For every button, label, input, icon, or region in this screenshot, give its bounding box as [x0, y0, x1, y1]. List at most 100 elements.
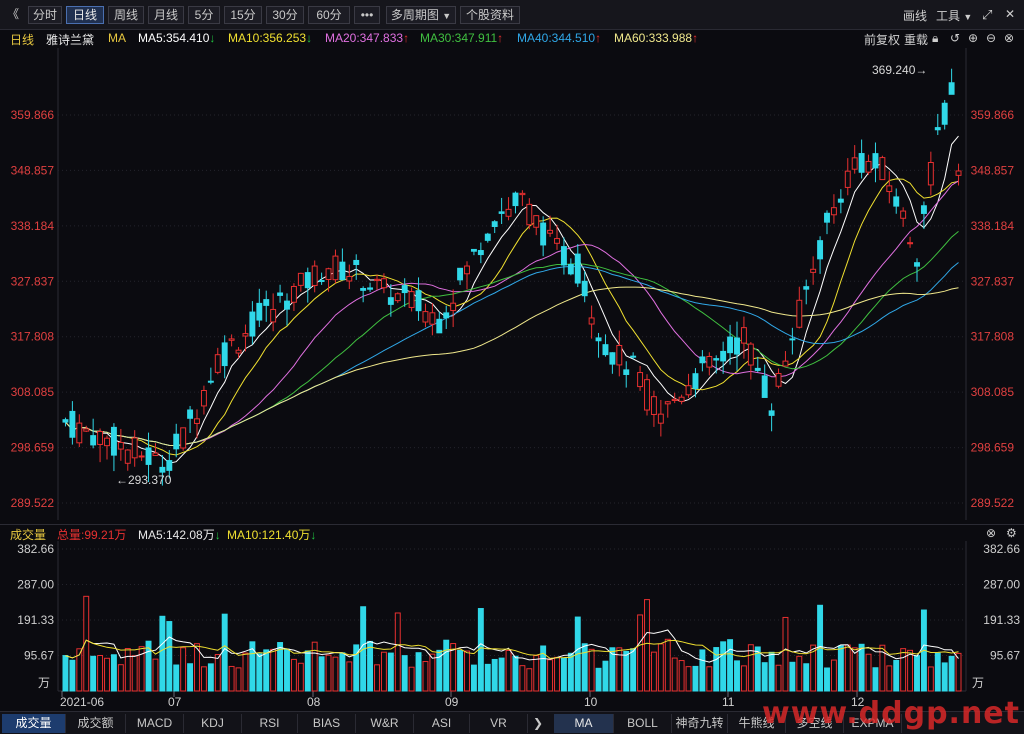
candle: [948, 68, 955, 95]
tab-vr[interactable]: VR: [470, 714, 528, 733]
tab-15min[interactable]: 15分: [224, 6, 262, 24]
candle: [401, 278, 408, 307]
close-icon[interactable]: ⊗: [1004, 31, 1015, 45]
tab-30min[interactable]: 30分: [266, 6, 304, 24]
tab-bull-bear[interactable]: 牛熊线: [728, 714, 786, 733]
tab-monthly[interactable]: 月线: [148, 6, 184, 24]
volume-bar: [685, 666, 692, 692]
candle: [685, 373, 692, 398]
date-tick-label: 2021-06: [60, 695, 104, 709]
tab-intraday[interactable]: 分时: [28, 6, 62, 24]
candlestick-chart[interactable]: 359.866 359.866 348.857 348.857 338.184 338.1…: [0, 0, 1024, 711]
tab-ma[interactable]: MA: [554, 714, 614, 733]
ma10-line: [65, 178, 959, 456]
candle: [214, 347, 221, 375]
candle: [567, 258, 574, 276]
volume-tick-label-left: 382.66: [17, 542, 54, 556]
volume-bar: [401, 655, 408, 692]
stock-info-button[interactable]: 个股资料: [460, 6, 520, 24]
volume-bar: [720, 641, 727, 692]
candle: [540, 216, 547, 257]
candle: [844, 158, 851, 196]
tab-magic-nine[interactable]: 神奇九转: [672, 714, 728, 733]
candle: [740, 316, 747, 359]
tab-weekly[interactable]: 周线: [108, 6, 144, 24]
zoom-in-icon[interactable]: ⊕: [968, 31, 979, 45]
tab-60min[interactable]: 60分: [308, 6, 350, 24]
candle: [200, 385, 207, 415]
tab-daily[interactable]: 日线: [66, 6, 104, 24]
redraw-button[interactable]: 重载: [904, 33, 929, 47]
volume-bar: [893, 659, 900, 692]
tab-turnover[interactable]: 成交额: [66, 714, 126, 733]
volume-bar: [194, 643, 200, 692]
candle: [775, 368, 782, 389]
multi-period-button[interactable]: 多周期图 ▼: [386, 6, 456, 24]
volume-bar: [69, 659, 76, 692]
volume-bar: [263, 649, 270, 692]
candle: [657, 399, 664, 437]
volume-tick-label-left: 287.00: [17, 577, 54, 591]
arrow-up-icon: ↑: [595, 31, 602, 45]
volume-bar: [934, 652, 941, 692]
tab-boll[interactable]: BOLL: [614, 714, 672, 733]
undo-icon[interactable]: ↺: [950, 31, 961, 45]
tools-button[interactable]: 工具 ▼: [936, 7, 972, 24]
tab-bias[interactable]: BIAS: [298, 714, 356, 733]
volume-bar: [872, 667, 879, 692]
tab-5min[interactable]: 5分: [188, 6, 220, 24]
price-tick-label-left: 348.857: [11, 163, 55, 177]
candle: [595, 332, 602, 358]
draw-line-button[interactable]: 画线: [903, 9, 928, 23]
candle: [927, 151, 934, 196]
candle: [194, 409, 200, 439]
volume-bar: [470, 664, 477, 692]
candle: [290, 283, 297, 311]
settings-icon[interactable]: ⚙︎: [1006, 526, 1017, 540]
volume-ma5: MA5:142.08万↓: [138, 526, 221, 543]
tab-long-short[interactable]: 多空线: [786, 714, 844, 733]
tab-macd[interactable]: MACD: [126, 714, 184, 733]
date-tick-label: 07: [168, 695, 182, 709]
candle: [796, 286, 803, 329]
prev-adjust-button[interactable]: 前复权: [864, 33, 901, 47]
candle: [332, 249, 339, 284]
tab-kdj[interactable]: KDJ: [184, 714, 242, 733]
caret-down-icon: ▼: [963, 12, 973, 22]
tab-volume[interactable]: 成交量: [2, 714, 66, 733]
candle: [97, 428, 104, 463]
expand-icon[interactable]: ⤢: [982, 7, 993, 22]
tab-rsi[interactable]: RSI: [242, 714, 298, 733]
volume-bar: [519, 665, 526, 692]
tab-expma[interactable]: EXPMA: [844, 714, 902, 733]
more-button[interactable]: •••: [354, 6, 380, 24]
candle: [325, 267, 332, 292]
close-volume-icon[interactable]: ⊗: [986, 526, 997, 540]
chevron-right-icon[interactable]: ❯: [532, 716, 544, 730]
volume-bar: [754, 646, 761, 692]
price-tick-label-left: 298.659: [11, 441, 55, 455]
volume-bar: [886, 665, 893, 692]
ma30-indicator: MA30:347.911↑: [420, 31, 503, 45]
volume-ma5-text: MA5:142.08万: [138, 528, 215, 542]
price-tick-label-left: 327.837: [11, 274, 55, 288]
lock-icon[interactable]: 🔒︎: [932, 31, 939, 45]
candle: [284, 293, 290, 326]
tab-wr[interactable]: W&R: [356, 714, 414, 733]
close-icon[interactable]: ✕: [1005, 7, 1016, 21]
volume-bar: [706, 666, 713, 692]
candle: [263, 290, 270, 322]
tab-asi[interactable]: ASI: [414, 714, 470, 733]
volume-bar: [858, 643, 865, 692]
volume-info-bar: 成交量 总量:99.21万 MA5:142.08万↓ MA10:121.40万↓…: [0, 524, 1024, 543]
back-button[interactable]: 《: [6, 7, 19, 21]
chart-grid: [57, 48, 967, 697]
volume-bar: [387, 652, 394, 692]
candle: [450, 289, 457, 328]
volume-tick-label-right: 287.00: [983, 577, 1020, 591]
candle: [464, 261, 470, 290]
candle: [616, 330, 623, 377]
candle: [436, 311, 443, 334]
candle: [242, 324, 249, 352]
zoom-out-icon[interactable]: ⊖: [986, 31, 997, 45]
